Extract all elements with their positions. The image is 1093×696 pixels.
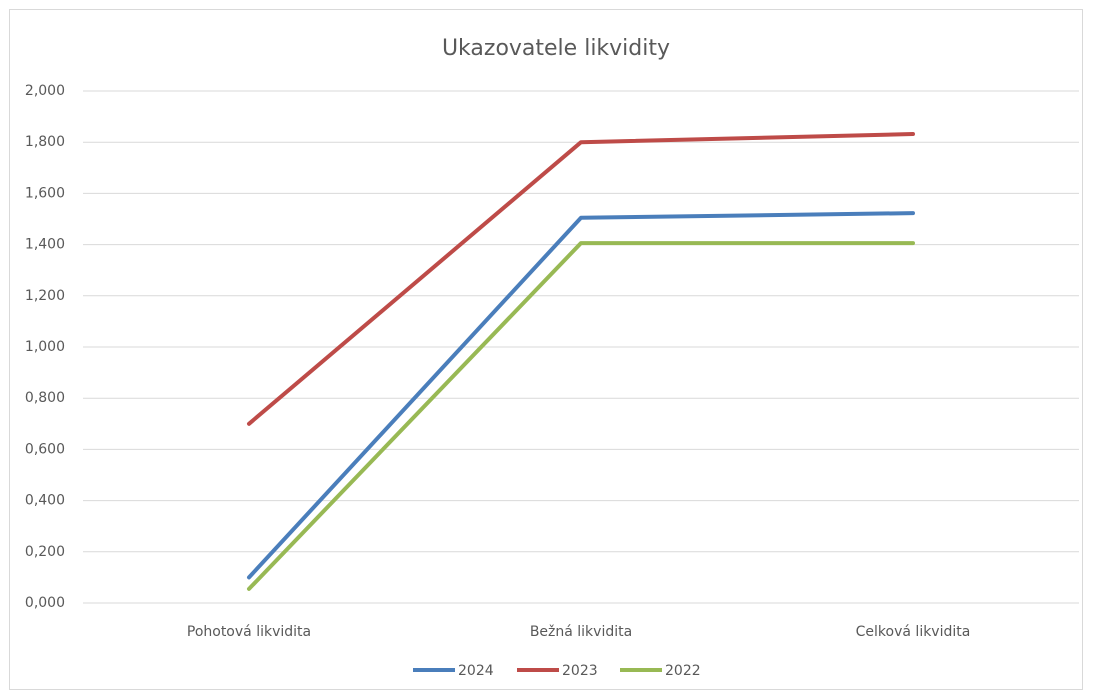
x-tick-label: Pohotová likvidita bbox=[187, 624, 311, 640]
y-tick-label: 0,200 bbox=[25, 544, 65, 560]
legend-label: 2023 bbox=[562, 663, 598, 679]
y-tick-label: 0,800 bbox=[25, 390, 65, 406]
y-tick-label: 0,400 bbox=[25, 493, 65, 509]
y-tick-label: 1,800 bbox=[25, 134, 65, 150]
legend-label: 2022 bbox=[665, 663, 701, 679]
line-series bbox=[247, 211, 915, 580]
line-series bbox=[247, 132, 915, 426]
y-tick-label: 1,400 bbox=[25, 237, 65, 253]
y-tick-label: 2,000 bbox=[25, 83, 65, 99]
x-tick-label: Bežná likvidita bbox=[530, 624, 632, 640]
y-tick-label: 1,600 bbox=[25, 185, 65, 201]
x-tick-label: Celková likvidita bbox=[856, 624, 971, 640]
y-tick-label: 0,000 bbox=[25, 595, 65, 611]
chart-title: Ukazovatele likvidity bbox=[442, 36, 670, 61]
legend-label: 2024 bbox=[458, 663, 494, 679]
y-tick-label: 1,000 bbox=[25, 339, 65, 355]
y-tick-label: 0,600 bbox=[25, 441, 65, 457]
y-tick-label: 1,200 bbox=[25, 288, 65, 304]
line-series bbox=[247, 241, 915, 591]
chart-frame bbox=[9, 9, 1083, 690]
